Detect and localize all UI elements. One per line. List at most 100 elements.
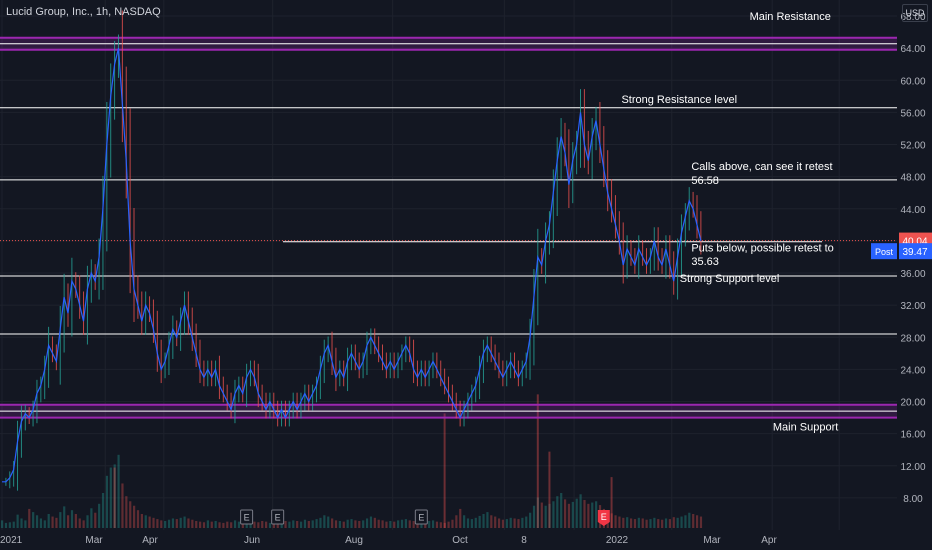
time-axis-tick: Apr <box>142 535 158 546</box>
volume-bar <box>303 519 307 528</box>
price-axis-tick: 12.00 <box>900 462 925 473</box>
earnings-marker-bg[interactable] <box>271 509 285 525</box>
volume-bar <box>358 521 361 528</box>
volume-bar <box>280 522 283 528</box>
volume-bar <box>67 515 70 528</box>
volume-bar <box>622 517 625 528</box>
volume-bar <box>334 520 338 528</box>
volume-bar <box>540 502 543 528</box>
price-axis-tick: 36.00 <box>900 269 925 280</box>
earnings-marker-bg[interactable] <box>414 509 428 525</box>
volume-bar <box>218 522 221 528</box>
earnings-marker[interactable]: E <box>418 513 424 523</box>
volume-bar <box>397 520 400 528</box>
volume-bar <box>560 493 563 528</box>
volume-bar <box>327 516 330 528</box>
volume-bar <box>501 519 505 528</box>
time-axis-tick: Oct <box>452 535 468 546</box>
price-axis-tick: 24.00 <box>900 365 925 376</box>
chart-title: Lucid Group, Inc., 1h, NASDAQ <box>6 6 161 18</box>
volume-bar <box>575 498 578 528</box>
volume-bar <box>455 515 458 528</box>
volume-bar <box>20 518 23 528</box>
volume-bar <box>101 493 105 528</box>
volume-bar <box>633 519 637 528</box>
earnings-marker[interactable]: E <box>275 513 281 523</box>
strong-resistance-label: Strong Resistance level <box>621 94 737 106</box>
time-axis-tick: Mar <box>85 535 103 546</box>
volume-bar <box>365 518 369 528</box>
volume-bar <box>400 519 404 528</box>
volume-bar <box>268 522 272 528</box>
volume-bar <box>692 514 695 528</box>
volume-bar <box>32 512 35 528</box>
volume-bar <box>610 513 613 528</box>
volume-bar <box>420 522 423 528</box>
currency-button[interactable]: USD <box>902 4 928 22</box>
volume-spike <box>443 413 446 528</box>
time-axis[interactable]: 2021 Mar Apr Jun Aug Oct 8 2022 Mar Apr <box>0 535 777 546</box>
volume-bar <box>276 521 279 528</box>
volume-spike <box>113 467 116 528</box>
volume-bar <box>579 494 582 528</box>
volume-bar <box>486 512 489 528</box>
earnings-marker-bg[interactable] <box>597 510 610 526</box>
volume-bar <box>552 501 555 528</box>
volume-bar <box>509 517 512 528</box>
annotations: Main Resistance Strong Resistance level Ca… <box>621 11 838 433</box>
price-series <box>2 10 702 491</box>
volume-bar <box>536 497 539 528</box>
volume-bar <box>548 503 551 528</box>
volume-bar <box>431 520 435 528</box>
volume-bar <box>428 521 431 528</box>
volume-bar <box>354 520 357 528</box>
volume-bar <box>12 521 15 528</box>
volume-bar <box>206 520 209 528</box>
volume-bar <box>688 512 691 528</box>
earnings-marker[interactable]: E <box>244 513 250 523</box>
price-axis-tick: 28.00 <box>900 333 925 344</box>
price-axis-tick: 32.00 <box>900 301 925 312</box>
volume-bar <box>416 521 419 528</box>
volume-bar <box>187 518 190 528</box>
price-axis-tick: 60.00 <box>900 76 925 87</box>
volume-bar <box>74 514 77 528</box>
volume-bar <box>8 522 11 528</box>
puts-label-2: 35.63 <box>691 256 719 268</box>
volume-bar <box>331 518 334 528</box>
volume-bar <box>109 467 112 528</box>
time-axis-tick: Aug <box>345 535 363 546</box>
volume-bar <box>94 512 97 528</box>
volume-bar <box>629 518 633 528</box>
earnings-marker[interactable]: E <box>601 512 607 522</box>
price-axis[interactable]: 8.00 12.00 16.00 20.00 24.00 28.00 32.00 36.00 4… <box>871 12 932 505</box>
volume-bar <box>478 515 481 528</box>
volume-bar <box>346 519 349 528</box>
volume-bar <box>179 517 182 528</box>
volume-bar <box>676 517 679 528</box>
post-price-tag: 39.47 <box>902 247 927 258</box>
last-price-tag: 40.04 <box>902 237 927 248</box>
strong-support-label: Strong Support level <box>680 273 780 285</box>
volume-bar <box>261 521 264 528</box>
volume-bar <box>463 515 466 528</box>
earnings-marker-bg[interactable] <box>240 509 254 525</box>
volume-bar <box>404 519 407 528</box>
volume-bar <box>265 521 268 528</box>
volume-bar <box>315 519 318 528</box>
volume-bar <box>521 517 524 528</box>
price-axis-tick: 20.00 <box>900 398 925 409</box>
volume-bar <box>78 518 81 528</box>
volume-bar <box>699 516 703 528</box>
volume-bar <box>668 519 672 528</box>
volume-bar <box>202 522 206 528</box>
volume-bar <box>55 517 58 528</box>
volume-bar <box>525 516 528 528</box>
price-axis-tick: 48.00 <box>900 173 925 184</box>
volume-bar <box>210 521 213 528</box>
volume-bar <box>39 518 43 528</box>
volume-bar <box>175 519 178 528</box>
volume-bar <box>664 518 668 528</box>
